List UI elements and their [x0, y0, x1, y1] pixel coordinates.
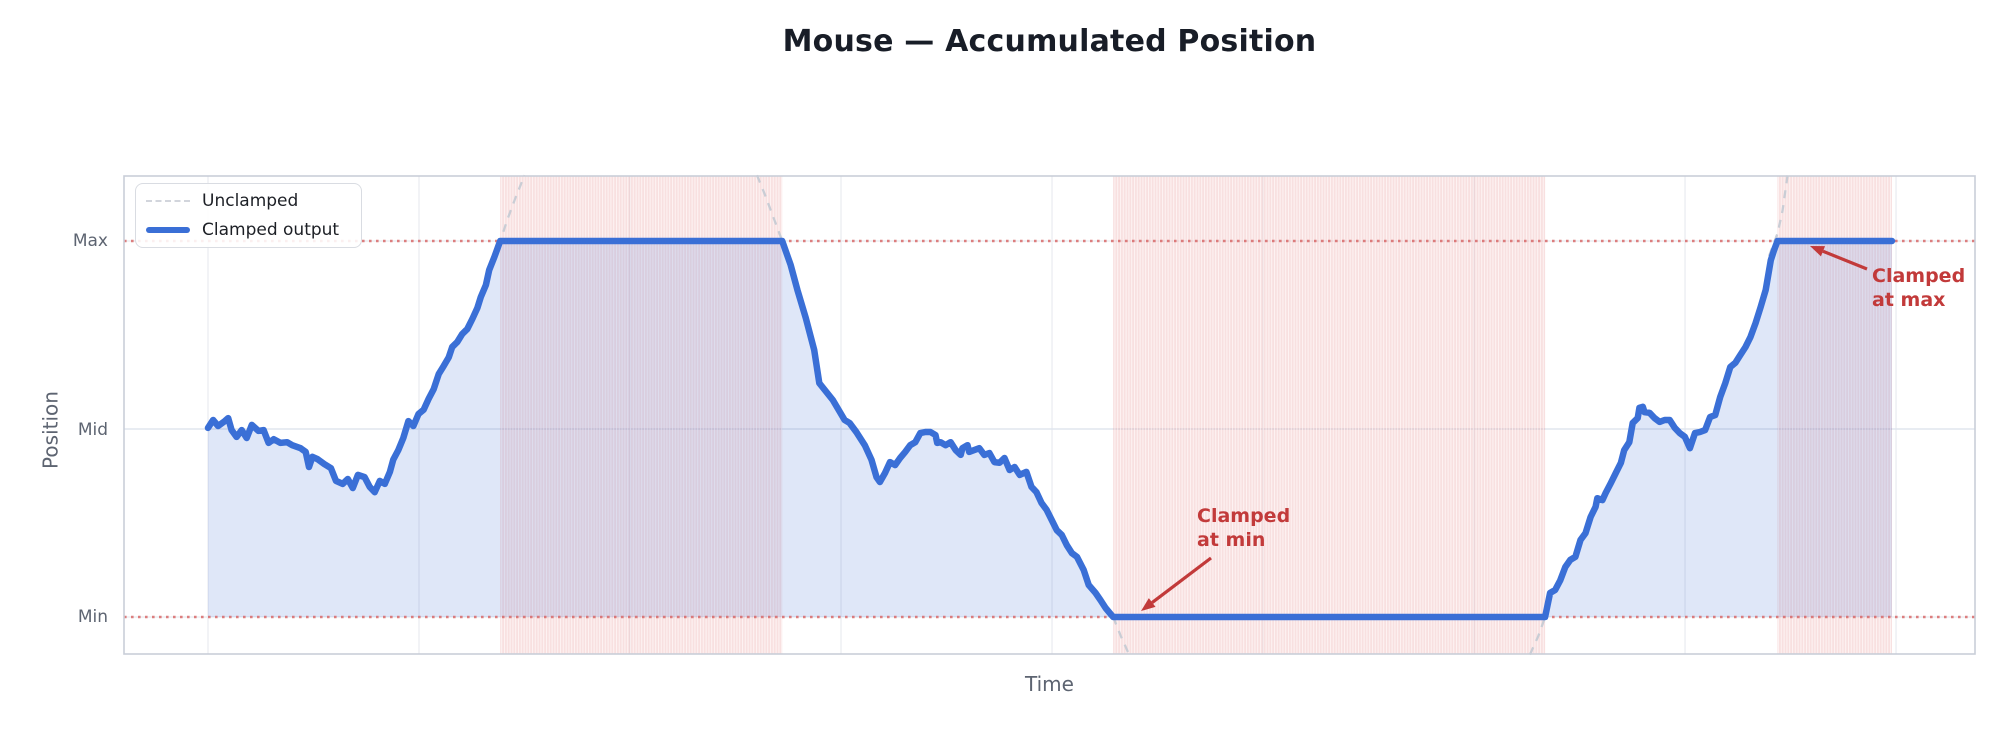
- unclamped-line-segment: [755, 174, 784, 242]
- ytick-max: Max: [72, 231, 108, 251]
- unclamped-line-layer: [491, 174, 1789, 656]
- annotation-clamped-at-max-line2: at max: [1872, 289, 1946, 311]
- annotation-clamped-at-max: Clamped at max: [1872, 264, 1965, 312]
- legend-label-unclamped: Unclamped: [202, 191, 299, 211]
- unclamped-line-segment: [491, 174, 526, 261]
- annotation-arrow-line: [1151, 556, 1212, 604]
- legend-item-clamped: Clamped output: [146, 219, 351, 241]
- annotation-clamped-at-min: Clamped at min: [1197, 504, 1290, 552]
- unclamped-line-segment: [1528, 616, 1547, 656]
- annotation-arrows-layer: [1141, 246, 1868, 611]
- clamp-band-max: [500, 176, 783, 654]
- clamp-bands-layer: [500, 176, 1892, 654]
- plot-border-layer: [123, 175, 1976, 655]
- chart-title: Mouse — Accumulated Position: [782, 24, 1317, 59]
- unclamped-line-sample-icon: [146, 200, 190, 202]
- unclamped-line-segment: [1768, 175, 1789, 257]
- ytick-min: Min: [77, 607, 108, 627]
- annotation-clamped-at-max-line1: Clamped: [1872, 265, 1966, 287]
- y-axis-label: Position: [38, 391, 63, 469]
- legend-label-clamped: Clamped output: [202, 220, 340, 240]
- annotation-arrow-line: [1822, 249, 1868, 271]
- plot-border: [123, 175, 1976, 655]
- clamped-line-path: [204, 237, 1896, 621]
- annotation-arrowhead-icon: [1810, 246, 1826, 257]
- clamp-band-min: [1113, 176, 1546, 654]
- x-axis-label: Time: [1025, 672, 1074, 696]
- clamped-line-layer: [204, 237, 1896, 621]
- limit-lines-layer: [124, 239, 1975, 619]
- area-fill-layer: [208, 241, 1892, 617]
- clamped-area-fill: [208, 241, 1892, 617]
- ytick-mid: Mid: [77, 420, 108, 440]
- legend-item-unclamped: Unclamped: [146, 190, 351, 212]
- annotation-clamped-at-min-line2: at min: [1197, 529, 1266, 551]
- legend-box: Unclamped Clamped output: [135, 183, 362, 248]
- annotation-arrowhead-icon: [1141, 598, 1156, 611]
- unclamped-line-segment: [1112, 616, 1131, 656]
- clamped-line-sample-icon: [146, 227, 190, 233]
- annotation-clamped-at-min-line1: Clamped: [1197, 505, 1291, 527]
